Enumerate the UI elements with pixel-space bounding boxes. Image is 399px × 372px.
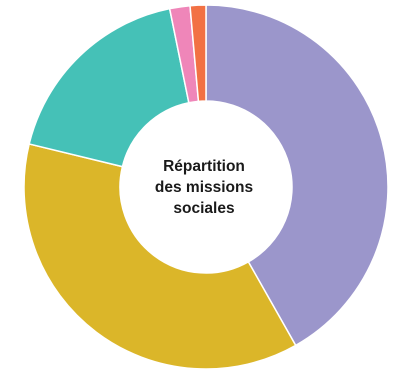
donut-slice-3 xyxy=(28,7,190,168)
donut-slice-1 xyxy=(205,4,389,347)
donut-slice-2 xyxy=(23,143,297,370)
chart-title-line-3: sociales xyxy=(173,200,235,217)
chart-title-line-1: Répartition xyxy=(163,158,245,175)
donut-slice-5 xyxy=(189,4,207,103)
chart-title-line-2: des missions xyxy=(154,179,254,196)
chart-title: Répartition des missions sociales xyxy=(139,156,269,219)
